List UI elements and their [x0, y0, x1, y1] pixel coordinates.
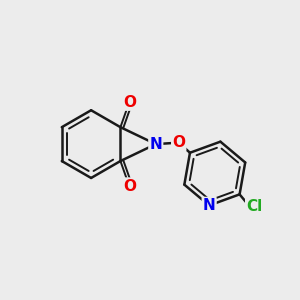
- Text: Cl: Cl: [246, 199, 262, 214]
- Text: N: N: [149, 136, 162, 152]
- Text: N: N: [203, 198, 215, 213]
- Text: O: O: [123, 95, 136, 110]
- Text: O: O: [172, 135, 185, 150]
- Text: O: O: [123, 178, 136, 194]
